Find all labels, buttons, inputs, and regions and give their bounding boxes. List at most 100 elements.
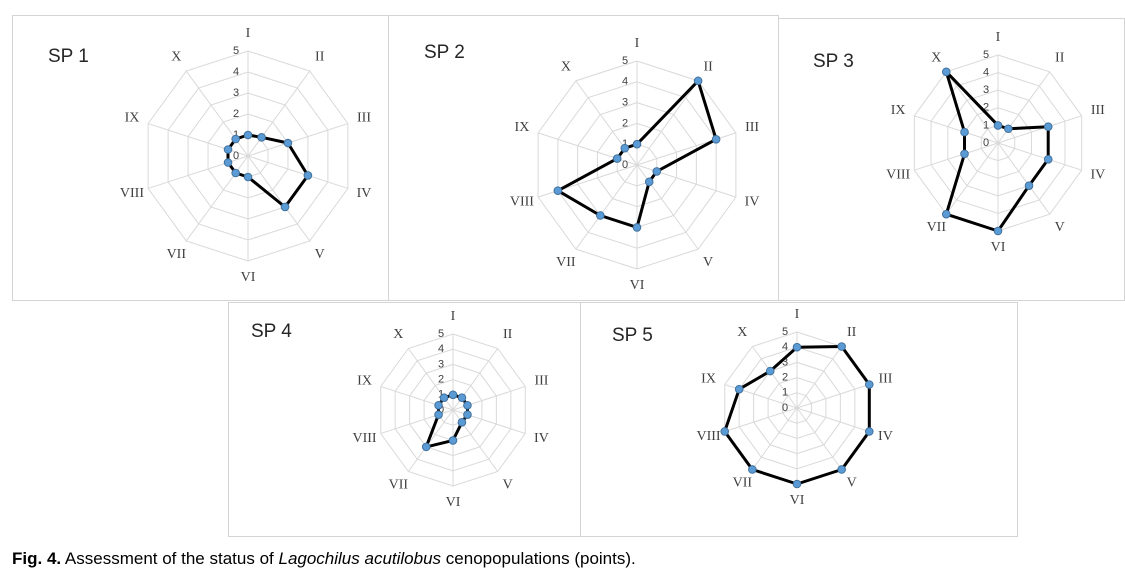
data-point (765, 366, 775, 376)
data-point (223, 158, 233, 167)
r-tick-label: 2 (782, 372, 788, 384)
category-label: IX (125, 111, 140, 126)
category-label: VIII (510, 195, 534, 210)
data-point (231, 134, 240, 144)
category-label: VI (446, 495, 461, 510)
spoke (796, 407, 843, 470)
data-point (448, 436, 458, 445)
spoke (751, 407, 798, 470)
spoke (247, 123, 349, 157)
caption-text: Assessment of the status of (65, 549, 274, 568)
data-point (837, 342, 846, 351)
spoke (945, 142, 999, 215)
data-point (257, 133, 266, 142)
data-point (837, 465, 846, 474)
category-label: III (878, 371, 892, 386)
r-tick-label: 4 (233, 66, 239, 78)
data-point (434, 410, 443, 419)
spoke (724, 407, 798, 432)
data-point (596, 211, 605, 220)
category-label: X (171, 50, 181, 65)
spoke (997, 142, 1051, 215)
category-label: I (795, 307, 800, 322)
category-label: X (393, 327, 403, 342)
category-label: IV (878, 429, 893, 444)
spoke (796, 407, 870, 432)
panel (580, 302, 1018, 537)
r-tick-label: 0 (233, 150, 239, 162)
category-label: VII (167, 247, 187, 262)
r-tick-label: 5 (622, 55, 628, 67)
data-point (280, 202, 290, 212)
data-point (223, 145, 233, 154)
data-point (553, 186, 563, 196)
category-label: VI (241, 270, 256, 285)
chart-title: SP 5 (612, 325, 653, 346)
category-label: V (847, 475, 857, 490)
data-point (457, 417, 467, 427)
data-point (864, 380, 874, 389)
data-point (243, 130, 253, 140)
data-point (941, 209, 951, 219)
data-point (864, 427, 874, 436)
category-label: II (503, 327, 513, 342)
data-point (457, 393, 467, 403)
category-label: IV (745, 195, 760, 210)
data-point (283, 138, 293, 148)
category-label: I (635, 36, 640, 51)
chart-title: SP 1 (48, 46, 89, 67)
data-point (421, 442, 431, 452)
r-tick-label: 4 (983, 67, 989, 79)
data-point (632, 139, 642, 149)
chart-title: SP 4 (251, 321, 292, 342)
spoke (185, 155, 249, 242)
data-point (1043, 155, 1053, 164)
category-label: III (1091, 103, 1105, 118)
spoke (407, 409, 454, 472)
category-label: III (745, 120, 759, 135)
category-label: I (996, 30, 1001, 45)
category-label: III (534, 373, 548, 388)
spoke (796, 346, 843, 409)
data-point (693, 76, 703, 86)
spoke (636, 80, 699, 166)
data-point (434, 401, 443, 410)
category-label: VIII (886, 168, 910, 183)
category-label: IX (701, 371, 716, 386)
spoke (914, 142, 999, 171)
r-tick-label: 2 (233, 108, 239, 120)
data-point (303, 171, 313, 180)
data-point (612, 154, 622, 163)
spoke (945, 71, 999, 144)
category-label: IV (1090, 168, 1105, 183)
category-label: II (703, 59, 713, 74)
category-label: V (315, 247, 325, 262)
category-label: VIII (120, 186, 144, 201)
data-point (993, 226, 1003, 236)
category-label: V (703, 255, 713, 270)
r-tick-label: 4 (782, 341, 788, 353)
category-label: I (246, 26, 251, 41)
category-label: X (561, 59, 571, 74)
category-label: VI (790, 493, 805, 508)
r-tick-label: 5 (438, 328, 444, 340)
data-point (644, 177, 654, 187)
data-point (720, 427, 730, 436)
caption-text: cenopopulations (points). (446, 549, 636, 568)
data-point (448, 390, 458, 400)
spoke (914, 115, 999, 144)
spoke (575, 164, 638, 250)
r-tick-label: 3 (233, 87, 239, 99)
category-label: V (1055, 220, 1065, 235)
data-point (734, 384, 744, 394)
category-label: II (1055, 50, 1065, 65)
category-label: VII (556, 255, 576, 270)
caption-species: Lagochilus acutilobus (278, 549, 441, 568)
category-label: I (451, 309, 456, 324)
r-tick-label: 3 (438, 358, 444, 370)
spoke (247, 155, 349, 189)
data-point (941, 67, 951, 77)
r-tick-label: 2 (622, 117, 628, 129)
data-point (1004, 124, 1013, 134)
